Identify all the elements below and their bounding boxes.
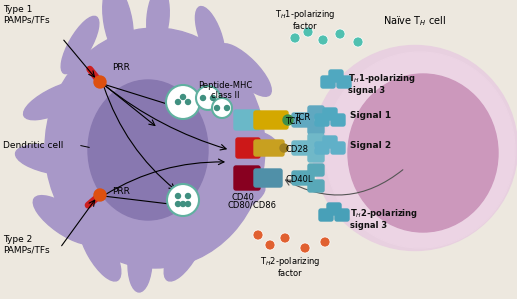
Circle shape (186, 193, 190, 199)
Circle shape (95, 190, 105, 200)
FancyBboxPatch shape (234, 110, 260, 130)
Circle shape (186, 202, 190, 207)
Text: Dendritic cell: Dendritic cell (3, 141, 64, 150)
Text: T$_H$2-polarizing
factor: T$_H$2-polarizing factor (260, 255, 321, 278)
Ellipse shape (61, 16, 99, 74)
Circle shape (318, 35, 328, 45)
Text: CD40L: CD40L (285, 176, 312, 184)
Circle shape (95, 77, 105, 87)
Circle shape (335, 29, 345, 39)
Circle shape (253, 230, 263, 240)
Ellipse shape (88, 80, 208, 220)
FancyBboxPatch shape (319, 209, 333, 221)
Text: Signal 1: Signal 1 (350, 112, 391, 120)
FancyBboxPatch shape (292, 141, 314, 155)
FancyBboxPatch shape (308, 150, 324, 162)
Circle shape (265, 240, 275, 250)
Ellipse shape (24, 80, 93, 120)
FancyBboxPatch shape (292, 113, 314, 127)
FancyBboxPatch shape (329, 70, 343, 82)
FancyBboxPatch shape (335, 209, 349, 221)
FancyBboxPatch shape (327, 203, 341, 215)
FancyBboxPatch shape (234, 166, 260, 190)
Ellipse shape (79, 219, 121, 281)
FancyBboxPatch shape (308, 134, 324, 146)
FancyBboxPatch shape (292, 171, 314, 185)
Text: T$_H$1-polarizing
factor: T$_H$1-polarizing factor (275, 8, 336, 31)
Circle shape (175, 202, 180, 207)
Circle shape (300, 243, 310, 253)
Ellipse shape (312, 45, 517, 251)
Ellipse shape (205, 182, 265, 218)
Ellipse shape (325, 52, 515, 248)
FancyBboxPatch shape (315, 142, 329, 154)
Text: Signal 2: Signal 2 (350, 141, 391, 150)
Ellipse shape (213, 127, 277, 153)
Ellipse shape (16, 144, 95, 176)
Circle shape (212, 98, 232, 118)
Text: Peptide-MHC
class II: Peptide-MHC class II (198, 81, 252, 100)
Ellipse shape (128, 232, 152, 292)
FancyBboxPatch shape (323, 108, 337, 120)
Circle shape (290, 33, 300, 43)
Circle shape (353, 37, 363, 47)
Circle shape (215, 106, 220, 111)
FancyBboxPatch shape (331, 142, 345, 154)
Circle shape (196, 86, 220, 110)
Circle shape (175, 193, 180, 199)
Text: Naïve T$_H$ cell: Naïve T$_H$ cell (383, 14, 447, 28)
FancyBboxPatch shape (308, 164, 324, 176)
Circle shape (180, 202, 186, 207)
Circle shape (303, 27, 313, 37)
Ellipse shape (219, 44, 271, 96)
Circle shape (280, 233, 290, 243)
Ellipse shape (45, 28, 265, 268)
FancyBboxPatch shape (254, 111, 288, 129)
Ellipse shape (103, 0, 133, 59)
FancyBboxPatch shape (337, 76, 351, 88)
Circle shape (224, 106, 230, 111)
Text: PRR: PRR (112, 63, 130, 72)
FancyBboxPatch shape (323, 136, 337, 148)
Circle shape (167, 184, 199, 216)
FancyBboxPatch shape (308, 122, 324, 134)
Text: PRR: PRR (112, 187, 130, 196)
FancyBboxPatch shape (331, 114, 345, 126)
Circle shape (210, 95, 216, 100)
Circle shape (94, 189, 106, 201)
Circle shape (175, 100, 180, 104)
Ellipse shape (33, 196, 97, 244)
Circle shape (166, 85, 200, 119)
Text: T$_H$2-polarizing
signal 3: T$_H$2-polarizing signal 3 (350, 207, 418, 231)
Circle shape (320, 237, 330, 247)
Circle shape (280, 144, 288, 152)
FancyBboxPatch shape (315, 114, 329, 126)
Text: Type 2
PAMPs/TFs: Type 2 PAMPs/TFs (3, 235, 50, 254)
Circle shape (283, 115, 293, 125)
Text: TCR: TCR (285, 118, 301, 126)
FancyBboxPatch shape (321, 76, 335, 88)
FancyBboxPatch shape (308, 180, 324, 192)
Text: CD80/CD86: CD80/CD86 (228, 201, 277, 210)
Text: Type 1
PAMPs/TFs: Type 1 PAMPs/TFs (3, 5, 50, 25)
Text: T$_H$1-polarizing
signal 3: T$_H$1-polarizing signal 3 (348, 72, 416, 95)
Ellipse shape (195, 7, 224, 63)
FancyBboxPatch shape (254, 140, 284, 156)
Circle shape (180, 94, 186, 100)
Ellipse shape (147, 0, 169, 48)
FancyBboxPatch shape (236, 138, 260, 158)
Ellipse shape (348, 74, 498, 232)
Text: TCR: TCR (294, 114, 310, 123)
FancyBboxPatch shape (254, 169, 282, 187)
Circle shape (201, 95, 205, 100)
Text: CD28: CD28 (285, 146, 308, 155)
Circle shape (186, 100, 190, 104)
Ellipse shape (164, 219, 206, 281)
FancyBboxPatch shape (308, 106, 324, 118)
Circle shape (94, 76, 106, 88)
Text: CD40: CD40 (232, 193, 255, 202)
